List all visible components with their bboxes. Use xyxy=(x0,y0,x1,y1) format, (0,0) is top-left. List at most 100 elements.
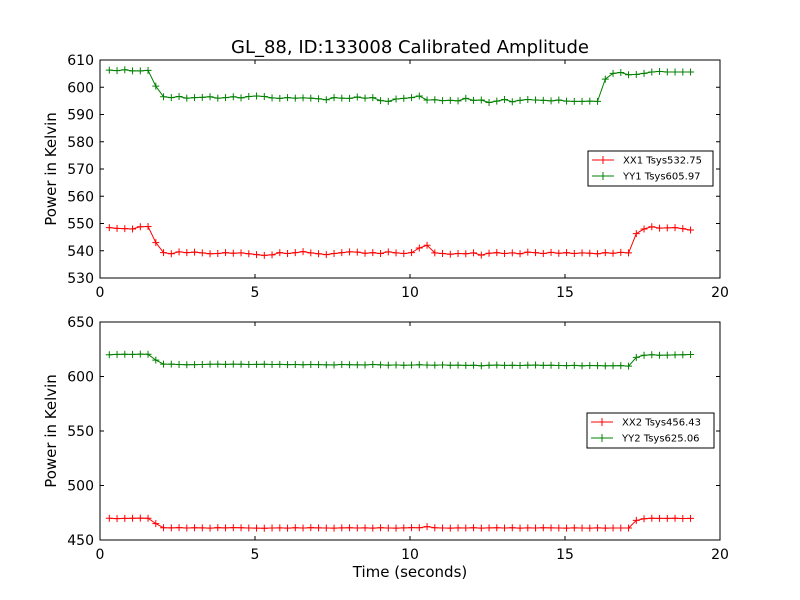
bottom-ytick-label: 550 xyxy=(67,424,94,440)
top-series-0-point xyxy=(687,226,695,234)
top-series-1-point xyxy=(671,68,679,76)
bottom-series-0-point xyxy=(121,514,129,522)
top-series-1-point xyxy=(547,97,555,105)
top-series-1-point xyxy=(198,93,206,101)
top-series-0-point xyxy=(663,224,671,232)
bottom-series-1-point xyxy=(322,361,330,369)
bottom-series-0-point xyxy=(617,524,625,532)
bottom-series-0-point xyxy=(377,524,385,532)
bottom-series-0-point xyxy=(276,524,284,532)
bottom-series-1-point xyxy=(206,360,214,368)
top-series-1-point xyxy=(113,67,121,75)
top-series-1-point xyxy=(152,82,160,90)
bottom-series-1-point xyxy=(361,361,369,369)
top-plot-series-lines xyxy=(109,69,691,256)
top-series-0-point xyxy=(501,249,509,257)
bottom-series-0-point xyxy=(516,524,524,532)
top-series-1-point xyxy=(346,94,354,102)
bottom-series-1-point xyxy=(353,361,361,369)
top-xtick-label: 0 xyxy=(96,285,105,301)
top-series-0-point xyxy=(284,249,292,257)
top-series-0-point xyxy=(260,251,268,259)
bottom-series-0-point xyxy=(198,524,206,532)
chart-title: GL_88, ID:133008 Calibrated Amplitude xyxy=(231,37,589,58)
top-series-1-point xyxy=(555,96,563,104)
top-series-0-point xyxy=(679,225,687,233)
bottom-series-0-point xyxy=(563,524,571,532)
top-series-0-point xyxy=(609,249,617,257)
bottom-series-0-point xyxy=(214,524,222,532)
top-series-1-point xyxy=(160,93,168,101)
bottom-series-0-point xyxy=(454,524,462,532)
top-series-1-point xyxy=(656,67,664,75)
bottom-series-1-point xyxy=(136,350,144,358)
top-series-1-point xyxy=(167,94,175,102)
top-series-0-point xyxy=(361,249,369,257)
bottom-series-1-point xyxy=(198,361,206,369)
top-series-0-point xyxy=(656,224,664,232)
top-series-0-point xyxy=(632,230,640,238)
top-plot-ticks: 0 5 10 15 20 530 540 550 560 570 580 590 600 610 xyxy=(67,53,729,301)
top-series-1-point xyxy=(136,67,144,75)
bottom-series-0-point xyxy=(547,524,555,532)
top-series-1-point xyxy=(625,71,633,79)
bottom-series-0-point xyxy=(322,524,330,532)
bottom-series-0-point xyxy=(578,524,586,532)
top-series-0-point xyxy=(113,224,121,232)
bottom-series-1-point xyxy=(113,350,121,358)
bottom-series-1-point xyxy=(687,350,695,358)
top-ytick-label: 550 xyxy=(67,217,94,233)
top-series-1-point xyxy=(307,94,315,102)
bottom-series-0-point xyxy=(315,524,323,532)
bottom-series-1-point xyxy=(237,360,245,368)
top-series-1-point xyxy=(175,93,183,101)
top-series-1-point xyxy=(229,93,237,101)
bottom-series-0-point xyxy=(400,524,408,532)
bottom-series-0-point xyxy=(446,524,454,532)
top-series-1-point xyxy=(299,94,307,102)
bottom-series-0-point xyxy=(508,524,516,532)
top-series-1-point xyxy=(338,94,346,102)
top-series-0-point xyxy=(160,249,168,257)
bottom-series-0-point xyxy=(206,524,214,532)
top-plot-legend-box xyxy=(587,150,714,187)
top-series-1-point xyxy=(563,97,571,105)
top-series-0-point xyxy=(485,249,493,257)
bottom-series-1-point xyxy=(601,362,609,370)
bottom-ytick-label: 600 xyxy=(67,370,94,386)
top-series-1-point xyxy=(586,97,594,105)
top-xtick-label: 15 xyxy=(556,285,574,301)
bottom-series-0-point xyxy=(408,524,416,532)
bottom-series-0-point xyxy=(113,515,121,523)
bottom-series-0-point xyxy=(640,515,648,523)
bottom-series-1-point xyxy=(222,360,230,368)
top-series-1-point xyxy=(477,96,485,104)
bottom-series-1-point xyxy=(338,361,346,369)
bottom-series-0-point xyxy=(392,524,400,532)
top-series-0-point xyxy=(439,249,447,257)
top-series-1-point xyxy=(400,94,408,102)
top-plot-legend: XX1 Tsys532.75 YY1 Tsys605.97 xyxy=(587,150,714,187)
bottom-series-0-point xyxy=(284,524,292,532)
top-series-1-point xyxy=(245,93,253,101)
top-series-1-point xyxy=(260,93,268,101)
top-series-0-point xyxy=(539,249,547,257)
bottom-series-1-point xyxy=(408,361,416,369)
top-series-0-point xyxy=(454,249,462,257)
bottom-series-1-point xyxy=(160,360,168,368)
bottom-plot-xlabel: Time (seconds) xyxy=(352,563,468,581)
top-series-1-point xyxy=(632,70,640,78)
bottom-series-0-point xyxy=(656,514,664,522)
bottom-series-0-point xyxy=(586,524,594,532)
bottom-series-1-point xyxy=(129,350,137,358)
bottom-xtick-label: 15 xyxy=(556,547,574,563)
bottom-series-1-point xyxy=(415,361,423,369)
bottom-series-0-point xyxy=(338,524,346,532)
bottom-series-0-point xyxy=(415,524,423,532)
top-series-1-point xyxy=(532,96,540,104)
bottom-series-0-point xyxy=(183,524,191,532)
top-series-1-point xyxy=(353,93,361,101)
bottom-series-0-point xyxy=(609,524,617,532)
